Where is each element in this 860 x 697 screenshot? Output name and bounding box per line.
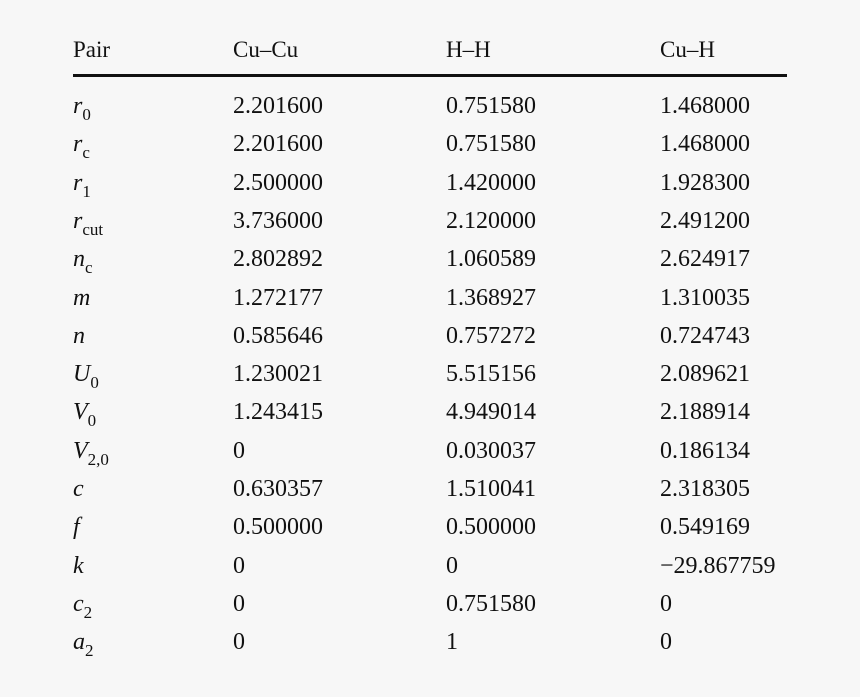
row-label: f	[73, 513, 80, 541]
value-cell: 2.500000	[233, 169, 323, 196]
symbol: a	[73, 629, 85, 656]
value-cell: 0	[660, 629, 672, 656]
row-label: rcut	[73, 207, 104, 239]
value-cell: 0.751580	[446, 590, 536, 617]
row-label: m	[73, 284, 90, 312]
symbol: n	[73, 246, 85, 273]
subscript: 2	[85, 641, 94, 661]
row-label: k	[73, 552, 84, 580]
row-label: nc	[73, 245, 93, 278]
value-cell: 2.491200	[660, 207, 750, 234]
value-cell: 0.030037	[446, 437, 536, 464]
value-cell: 0.751580	[446, 131, 536, 158]
symbol: U	[73, 361, 91, 388]
value-cell: 0.724743	[660, 322, 750, 349]
value-cell: 0	[233, 437, 245, 464]
value-cell: 3.736000	[233, 207, 323, 234]
value-cell: 1.310035	[660, 284, 750, 311]
value-cell: 1.243415	[233, 399, 323, 426]
subscript: c	[85, 258, 93, 278]
subscript: 1	[82, 181, 91, 201]
symbol: V	[73, 399, 88, 426]
value-cell: 2.188914	[660, 399, 750, 426]
subscript: 2,0	[87, 449, 109, 469]
value-cell: 2.201600	[233, 93, 323, 119]
symbol: r	[73, 169, 83, 196]
value-cell: 1.368927	[446, 284, 536, 311]
symbol: c	[73, 590, 84, 617]
value-cell: 2.089621	[660, 361, 750, 388]
value-cell: −29.867759	[660, 552, 776, 579]
header-cell: Pair	[73, 37, 111, 62]
value-cell: 1.060589	[446, 246, 536, 273]
header-cell: Cu–H	[660, 37, 715, 62]
symbol: m	[73, 284, 91, 311]
row-label: r1	[73, 169, 91, 201]
symbol: r	[73, 207, 83, 234]
value-cell: 2.201600	[233, 131, 323, 158]
subscript: 0	[82, 105, 91, 124]
value-cell: 1.510041	[446, 476, 536, 502]
symbol: k	[73, 552, 84, 579]
value-cell: 0	[233, 590, 245, 617]
value-cell: 1.928300	[660, 169, 750, 196]
value-cell: 2.624917	[660, 246, 750, 273]
row-label: a2	[73, 628, 94, 661]
value-cell: 0.186134	[660, 437, 750, 464]
value-cell: 0.757272	[446, 322, 536, 349]
value-cell: 1.272177	[233, 284, 323, 311]
row-label: rc	[73, 130, 90, 163]
value-cell: 0	[233, 629, 245, 656]
value-cell: 0.585646	[233, 322, 323, 349]
value-cell: 0.500000	[446, 514, 536, 541]
value-cell: 4.949014	[446, 399, 536, 426]
header-cell: H–H	[446, 37, 491, 62]
symbol: c	[73, 476, 84, 502]
value-cell: 0	[660, 590, 672, 617]
subscript: 0	[90, 373, 99, 393]
subscript: 2	[83, 602, 93, 622]
row-label: r0	[73, 92, 91, 124]
subscript: 0	[87, 411, 97, 431]
row-label: c2	[73, 590, 93, 622]
subscript: cut	[82, 219, 104, 239]
symbol: V	[73, 437, 88, 464]
subscript: c	[82, 143, 90, 163]
value-cell: 0.500000	[233, 514, 323, 541]
value-cell: 0	[233, 552, 245, 579]
value-cell: 1.468000	[660, 131, 750, 158]
value-cell: 5.515156	[446, 361, 536, 388]
value-cell: 2.802892	[233, 246, 323, 273]
value-cell: 2.318305	[660, 476, 750, 502]
row-label: n	[73, 322, 85, 350]
row-label: V2,0	[73, 437, 109, 469]
value-cell: 0.630357	[233, 476, 323, 502]
value-cell: 1.420000	[446, 169, 536, 196]
symbol: r	[73, 93, 83, 119]
value-cell: 2.120000	[446, 207, 536, 234]
value-cell: 0	[446, 552, 458, 579]
value-cell: 1	[446, 629, 458, 656]
header-cell: Cu–Cu	[233, 37, 299, 62]
value-cell: 1.230021	[233, 361, 323, 388]
header-rule	[73, 74, 787, 77]
row-label: c	[73, 475, 84, 503]
symbol: r	[73, 131, 83, 158]
value-cell: 0.751580	[446, 93, 536, 119]
value-cell: 1.468000	[660, 93, 750, 119]
value-cell: 0.549169	[660, 514, 750, 541]
symbol: f	[73, 514, 80, 541]
row-label: U0	[73, 360, 99, 393]
symbol: n	[73, 322, 85, 349]
row-label: V0	[73, 398, 97, 431]
